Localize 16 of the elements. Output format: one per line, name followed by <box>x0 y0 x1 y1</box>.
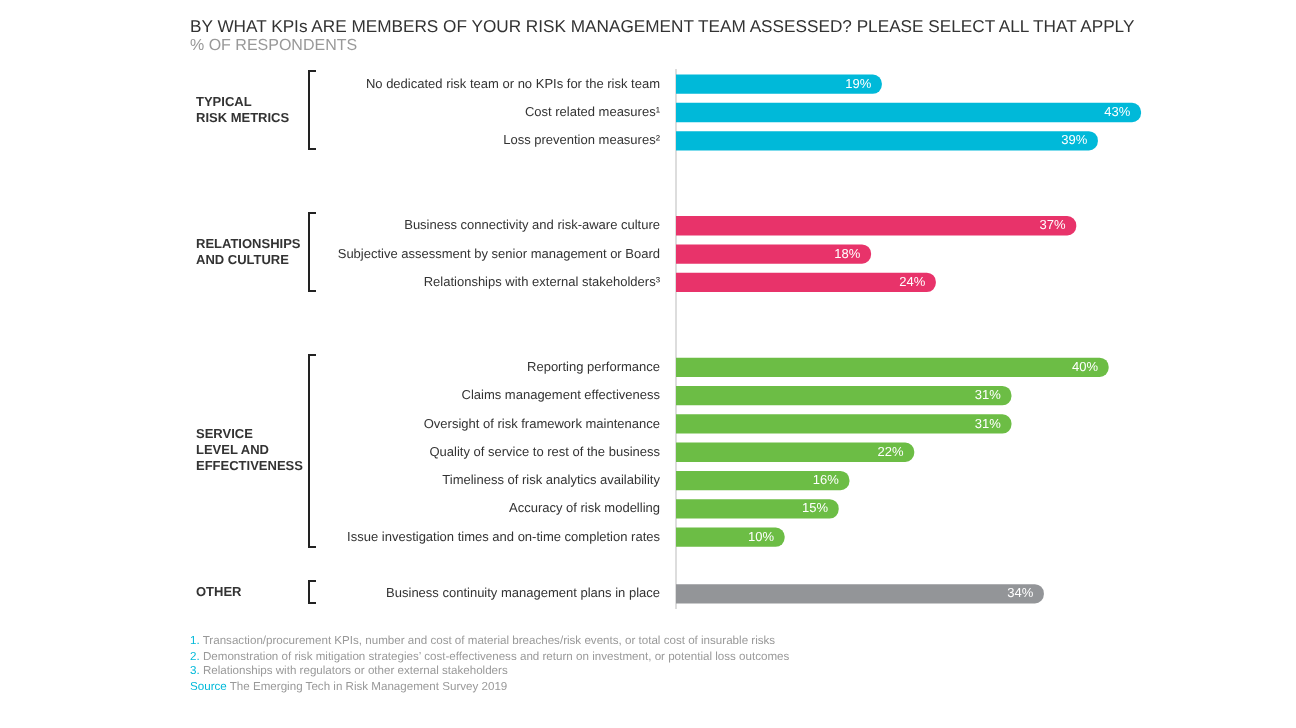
bar <box>676 131 1098 151</box>
chart-title: BY WHAT KPIs ARE MEMBERS OF YOUR RISK MANAGEMENT TEAM ASSESSED? PLEASE SELECT ALL THAT APPLY <box>190 16 1135 36</box>
bar <box>676 102 1142 123</box>
bar <box>676 414 1012 434</box>
text: % OF RESPONDENTS <box>190 36 358 54</box>
bar <box>676 272 936 293</box>
bar <box>676 527 785 547</box>
bar <box>676 357 1109 377</box>
bar <box>676 470 850 491</box>
bar <box>676 385 1012 406</box>
bar <box>676 244 872 264</box>
bar <box>676 74 882 94</box>
bar <box>676 216 1077 236</box>
bar <box>676 442 915 462</box>
bar <box>676 584 1044 604</box>
bar <box>676 499 839 519</box>
